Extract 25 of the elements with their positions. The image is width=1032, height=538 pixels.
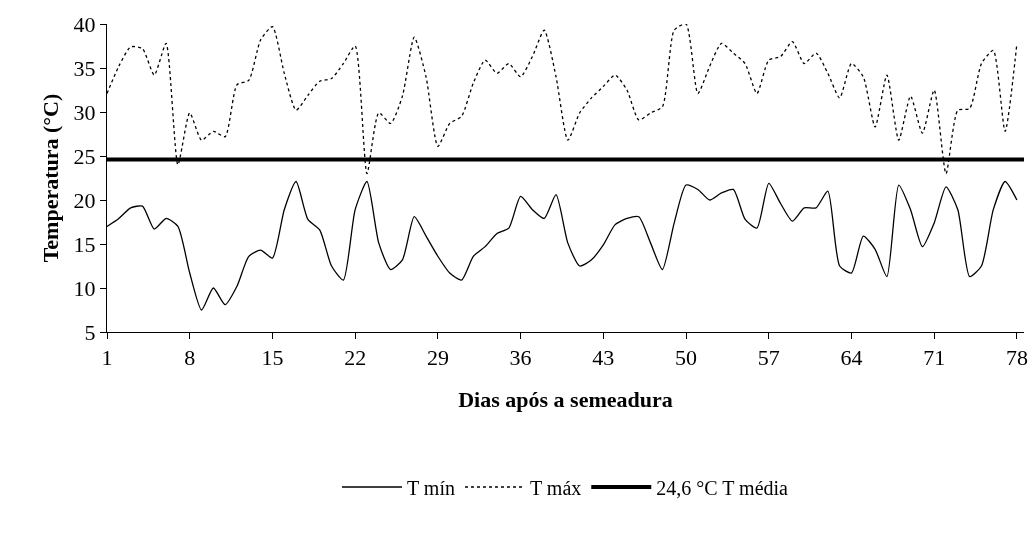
x-tick-label: 1	[101, 345, 113, 371]
x-axis-title: Dias após a semeadura	[458, 387, 673, 413]
x-tick-label: 71	[923, 345, 946, 371]
y-tick-label: 25	[73, 143, 96, 169]
x-tick-label: 78	[1005, 345, 1028, 371]
x-tick-label: 57	[757, 345, 780, 371]
y-tick-label: 40	[73, 11, 96, 37]
legend-label: T mín	[407, 476, 455, 499]
x-tick-label: 50	[675, 345, 698, 371]
y-tick-label: 30	[73, 99, 96, 125]
legend-label: 24,6 °C T média	[656, 476, 789, 499]
x-tick-label: 8	[184, 345, 196, 371]
y-tick-label: 5	[84, 319, 96, 345]
x-tick-label: 43	[592, 345, 615, 371]
x-tick-label: 36	[509, 345, 532, 371]
y-axis-title: Temperatura (°C)	[38, 93, 64, 263]
y-tick-label: 10	[73, 275, 96, 301]
legend-label: T máx	[529, 476, 582, 499]
y-tick-label: 20	[73, 187, 96, 213]
y-tick-label: 35	[73, 55, 96, 81]
x-tick-label: 22	[344, 345, 367, 371]
x-tick-label: 64	[840, 345, 863, 371]
y-tick-label: 15	[73, 231, 96, 257]
x-tick-label: 15	[261, 345, 284, 371]
x-tick-label: 29	[426, 345, 449, 371]
